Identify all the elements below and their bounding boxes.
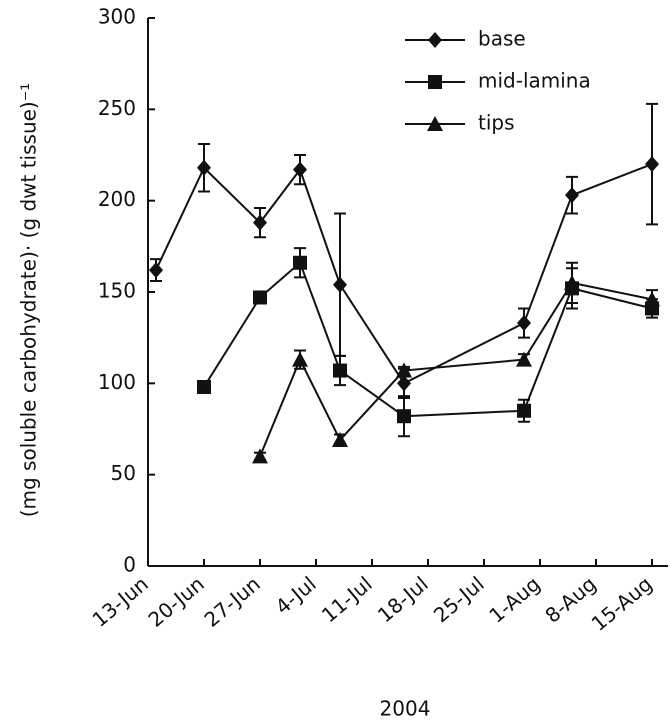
y-tick-label: 50: [111, 461, 136, 485]
x-tick-label: 20-Jun: [144, 572, 209, 632]
legend-label: tips: [478, 111, 515, 135]
series-line: [259, 281, 653, 457]
data-point: [293, 161, 307, 178]
y-tick-label: 300: [98, 5, 136, 29]
data-point: [149, 262, 163, 279]
y-tick-label: 0: [123, 553, 136, 577]
data-point: [253, 290, 267, 305]
x-tick-label: 13-Jun: [88, 572, 153, 632]
data-point: [253, 214, 267, 231]
y-tick-label: 100: [98, 370, 136, 394]
data-point: [517, 315, 531, 332]
x-tick-label: 11-Jul: [317, 572, 377, 628]
data-point: [333, 276, 347, 293]
legend-marker: [427, 116, 443, 131]
y-tick-label: 150: [98, 279, 136, 303]
data-point: [516, 351, 532, 367]
data-point: [292, 351, 308, 367]
x-axis-label: 2004: [380, 697, 431, 721]
x-tick-label: 27-Jun: [200, 572, 265, 632]
legend-label: mid-lamina: [478, 69, 591, 93]
data-point: [396, 362, 412, 378]
data-point: [517, 403, 531, 418]
data-point: [397, 375, 411, 392]
data-point: [197, 379, 211, 394]
legend-marker: [428, 75, 442, 89]
data-point: [644, 291, 660, 307]
x-tick-label: 1-Aug: [484, 572, 544, 628]
y-axis-label: (mg soluble carbohydrate)· (g dwt tissue…: [17, 83, 41, 518]
data-point: [197, 159, 211, 176]
x-tick-label: 4-Jul: [271, 572, 321, 619]
data-point: [397, 409, 411, 424]
x-tick-label: 25-Jul: [429, 572, 489, 628]
data-point: [332, 431, 348, 447]
legend-marker: [428, 32, 442, 48]
data-point: [565, 187, 579, 204]
data-point: [252, 448, 268, 464]
x-tick-label: 18-Jul: [373, 572, 433, 628]
legend-label: base: [478, 27, 526, 51]
data-point: [645, 156, 659, 173]
data-point: [293, 255, 307, 270]
y-tick-label: 200: [98, 187, 136, 211]
data-point: [564, 274, 580, 290]
series-line: [155, 163, 653, 385]
data-point: [333, 363, 347, 378]
x-tick-label: 15-Aug: [587, 572, 657, 636]
y-tick-label: 250: [98, 96, 136, 120]
